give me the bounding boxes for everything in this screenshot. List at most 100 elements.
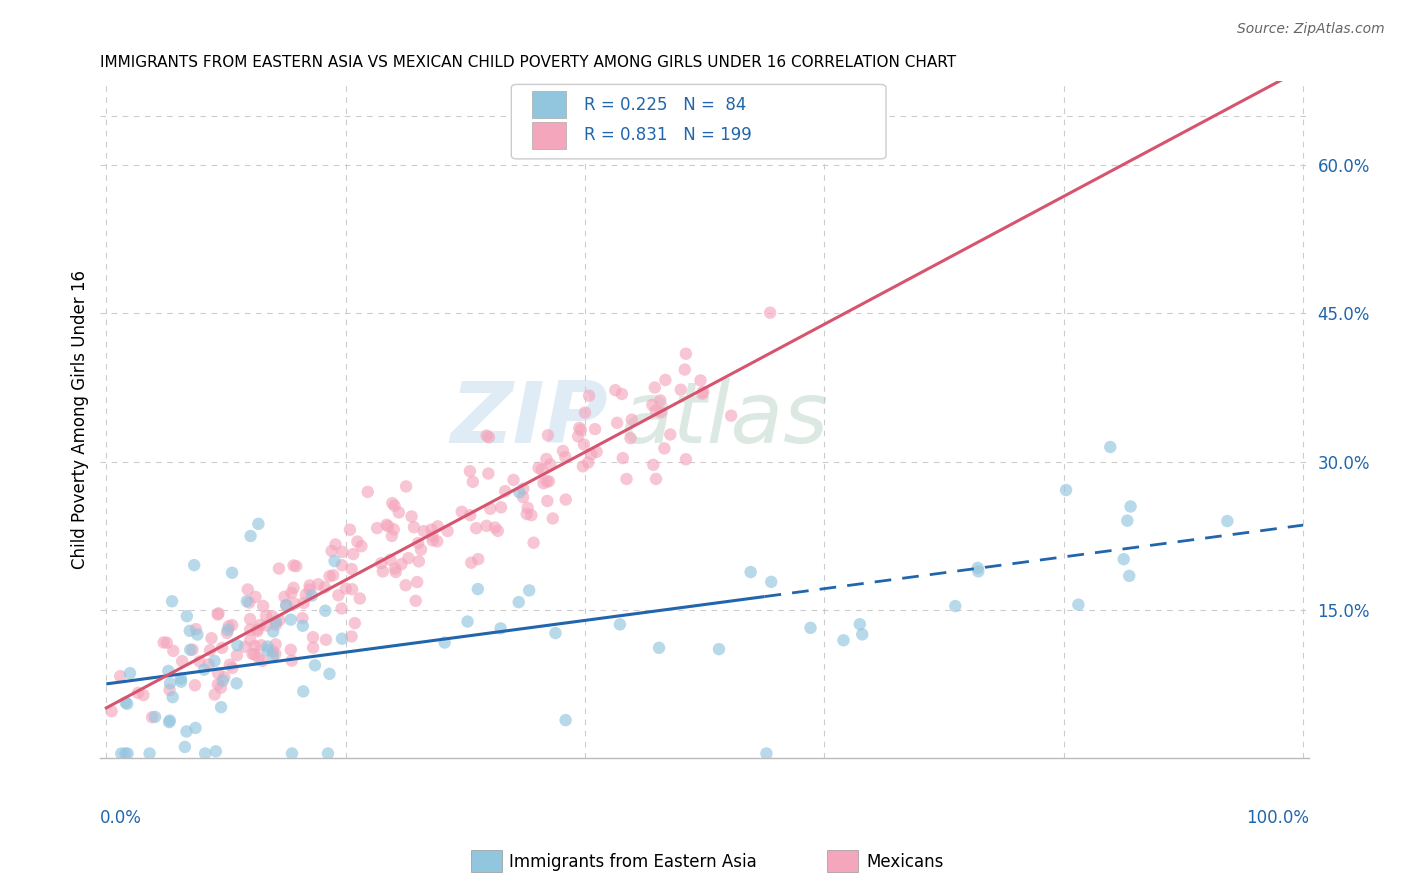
Y-axis label: Child Poverty Among Girls Under 16: Child Poverty Among Girls Under 16 <box>72 270 89 569</box>
Point <box>280 613 302 627</box>
Point <box>295 588 318 602</box>
Point <box>262 609 284 624</box>
Point <box>243 639 266 653</box>
Point <box>371 565 394 579</box>
Point <box>157 664 180 678</box>
Point <box>159 676 181 690</box>
Point <box>193 663 215 677</box>
Point <box>1099 440 1122 454</box>
Point <box>408 554 430 568</box>
Text: IMMIGRANTS FROM EASTERN ASIA VS MEXICAN CHILD POVERTY AMONG GIRLS UNDER 16 CORRE: IMMIGRANTS FROM EASTERN ASIA VS MEXICAN … <box>100 55 956 70</box>
Point <box>377 519 399 533</box>
Point <box>225 648 247 663</box>
Point <box>388 505 411 519</box>
Point <box>198 657 221 672</box>
Point <box>610 387 633 401</box>
Point <box>426 534 449 549</box>
Point <box>204 688 226 702</box>
Point <box>536 452 558 467</box>
Point <box>690 386 713 401</box>
Point <box>221 566 243 580</box>
Point <box>943 599 966 613</box>
Point <box>357 484 380 499</box>
Point <box>262 644 284 658</box>
Point <box>339 523 361 537</box>
Point <box>508 595 530 609</box>
Point <box>759 306 782 320</box>
Point <box>537 475 560 489</box>
Point <box>343 616 366 631</box>
Bar <box>531 121 565 149</box>
Point <box>620 412 643 426</box>
Point <box>489 621 512 635</box>
Text: 100.0%: 100.0% <box>1246 809 1309 827</box>
Point <box>273 590 295 604</box>
Point <box>276 599 298 613</box>
Point <box>533 476 555 491</box>
Point <box>262 624 284 639</box>
Point <box>689 373 711 387</box>
Point <box>652 442 675 456</box>
Point <box>479 501 502 516</box>
Point <box>302 640 325 655</box>
Point <box>654 373 676 387</box>
Point <box>225 676 247 690</box>
Point <box>382 522 405 536</box>
Point <box>517 583 540 598</box>
Point <box>335 582 357 596</box>
Point <box>188 655 211 669</box>
Point <box>645 472 668 486</box>
Point <box>381 496 404 510</box>
Point <box>478 430 501 444</box>
Point <box>314 604 336 618</box>
Point <box>304 658 326 673</box>
Point <box>117 747 139 761</box>
Point <box>110 747 132 761</box>
Point <box>406 575 429 590</box>
Point <box>115 697 138 711</box>
FancyBboxPatch shape <box>512 85 886 159</box>
Point <box>236 594 259 608</box>
Point <box>707 642 730 657</box>
Point <box>384 561 406 575</box>
Point <box>340 629 363 643</box>
Point <box>211 640 233 655</box>
Point <box>291 619 314 633</box>
Point <box>239 529 262 543</box>
Point <box>252 654 274 668</box>
Point <box>262 648 284 663</box>
Point <box>302 630 325 644</box>
Point <box>292 684 315 698</box>
Point <box>314 580 336 594</box>
Point <box>720 409 742 423</box>
Point <box>156 635 179 649</box>
Point <box>484 520 506 534</box>
Point <box>204 654 226 668</box>
Point <box>269 613 291 627</box>
Point <box>675 347 697 361</box>
Point <box>114 696 136 710</box>
Point <box>516 500 538 515</box>
Point <box>127 686 149 700</box>
Point <box>554 450 576 464</box>
Point <box>1067 598 1090 612</box>
Point <box>264 637 287 651</box>
Point <box>179 642 201 657</box>
Point <box>221 618 243 632</box>
Point <box>380 553 402 567</box>
Point <box>422 529 444 543</box>
Point <box>176 609 198 624</box>
Point <box>966 561 988 575</box>
Point <box>544 626 567 640</box>
Point <box>467 582 489 596</box>
Point <box>239 612 262 626</box>
Point <box>523 535 546 549</box>
Text: R = 0.831   N = 199: R = 0.831 N = 199 <box>583 127 752 145</box>
Point <box>520 508 543 523</box>
Point <box>342 547 364 561</box>
Point <box>799 621 821 635</box>
Point <box>291 611 314 625</box>
Point <box>489 500 512 515</box>
Point <box>284 597 307 611</box>
Point <box>650 405 672 419</box>
